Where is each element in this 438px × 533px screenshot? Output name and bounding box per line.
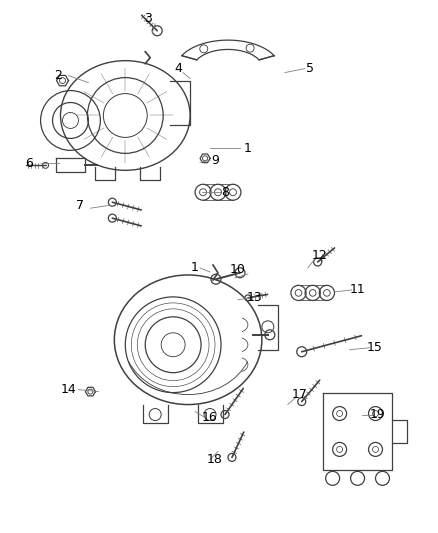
Text: 15: 15 xyxy=(367,341,382,354)
Text: 3: 3 xyxy=(144,12,152,25)
Text: 17: 17 xyxy=(292,388,307,401)
Text: 6: 6 xyxy=(25,157,32,170)
Text: 9: 9 xyxy=(211,154,219,167)
Text: 1: 1 xyxy=(244,142,252,155)
Text: 1: 1 xyxy=(191,262,199,274)
Text: 11: 11 xyxy=(350,284,365,296)
Text: 10: 10 xyxy=(230,263,246,277)
Text: 18: 18 xyxy=(207,453,223,466)
Text: 19: 19 xyxy=(370,408,385,421)
Text: 12: 12 xyxy=(312,248,328,262)
Text: 2: 2 xyxy=(55,69,63,82)
Text: 8: 8 xyxy=(221,185,229,199)
Text: 14: 14 xyxy=(60,383,76,396)
Text: 5: 5 xyxy=(306,62,314,75)
Text: 16: 16 xyxy=(202,411,218,424)
Text: 13: 13 xyxy=(247,292,263,304)
Text: 7: 7 xyxy=(77,199,85,212)
Text: 4: 4 xyxy=(174,62,182,75)
